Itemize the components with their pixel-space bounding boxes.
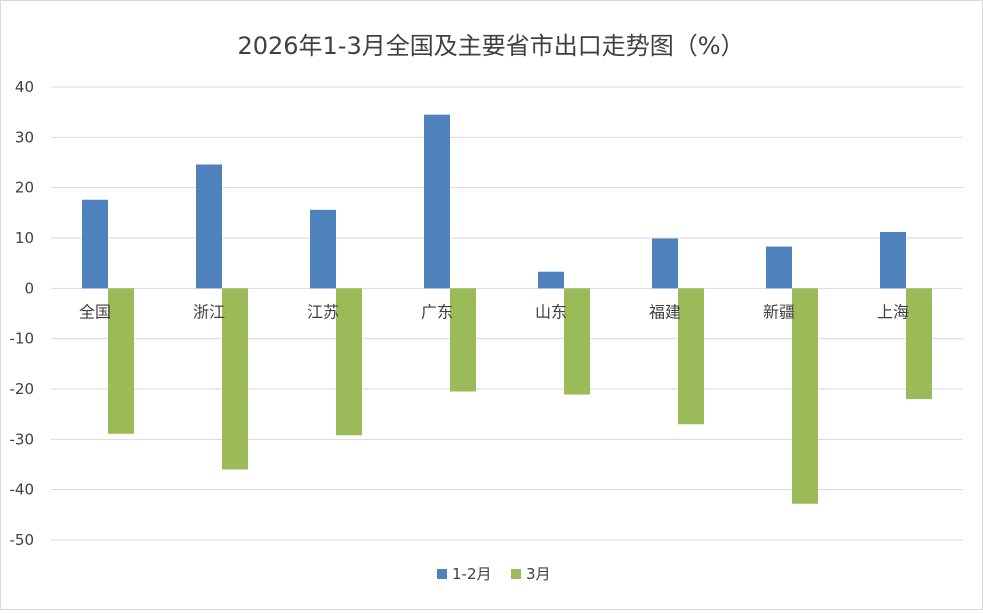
bar-series1-8 xyxy=(880,231,906,289)
category-label: 全国 xyxy=(79,302,111,321)
bar-series2-3 xyxy=(336,288,362,436)
y-tick-label: -20 xyxy=(10,380,35,398)
y-tick-label: -50 xyxy=(10,531,35,549)
bar-series2-1 xyxy=(108,288,134,434)
bar-series1-2 xyxy=(196,164,222,289)
legend-label: 1-2月 xyxy=(452,565,492,583)
category-label: 广东 xyxy=(421,302,453,321)
bar-series2-6 xyxy=(678,288,704,425)
category-label: 江苏 xyxy=(307,302,339,321)
bar-series2-7 xyxy=(792,288,818,504)
y-tick-label: 30 xyxy=(15,128,34,146)
category-label: 上海 xyxy=(877,302,909,321)
category-label: 山东 xyxy=(535,302,567,321)
bar-series2-2 xyxy=(222,288,248,470)
gridlines xyxy=(51,86,963,541)
legend-swatch xyxy=(511,569,521,579)
y-tick-label: -30 xyxy=(10,430,35,448)
category-label: 新疆 xyxy=(763,302,795,321)
bars xyxy=(82,114,932,504)
y-tick-label: -10 xyxy=(10,330,35,348)
y-tick-label: 0 xyxy=(24,279,34,297)
y-tick-label: 20 xyxy=(15,179,34,197)
bar-series2-5 xyxy=(564,288,590,395)
bar-series1-3 xyxy=(310,209,336,289)
legend: 1-2月 3月 xyxy=(437,565,551,583)
bar-series2-8 xyxy=(906,288,932,400)
y-tick-label: 40 xyxy=(15,78,34,96)
category-label: 福建 xyxy=(649,302,681,321)
bar-series1-4 xyxy=(424,114,450,289)
bar-series1-6 xyxy=(652,238,678,289)
bar-series1-1 xyxy=(82,199,108,289)
category-label: 浙江 xyxy=(193,302,225,321)
chart-title: 2026年1-3月全国及主要省市出口走势图（%） xyxy=(237,32,744,60)
bar-series2-4 xyxy=(450,288,476,392)
bar-series1-7 xyxy=(766,246,792,289)
y-tick-label: -40 xyxy=(10,481,35,499)
bar-series1-5 xyxy=(538,271,564,289)
y-axis-ticks: 40 30 20 10 0 -10 -20 -30 -40 -50 xyxy=(10,78,35,549)
legend-label: 3月 xyxy=(526,565,551,583)
legend-swatch xyxy=(437,569,447,579)
category-labels: 全国 浙江 江苏 广东 山东 福建 新疆 上海 xyxy=(79,302,909,321)
y-tick-label: 10 xyxy=(15,229,34,247)
